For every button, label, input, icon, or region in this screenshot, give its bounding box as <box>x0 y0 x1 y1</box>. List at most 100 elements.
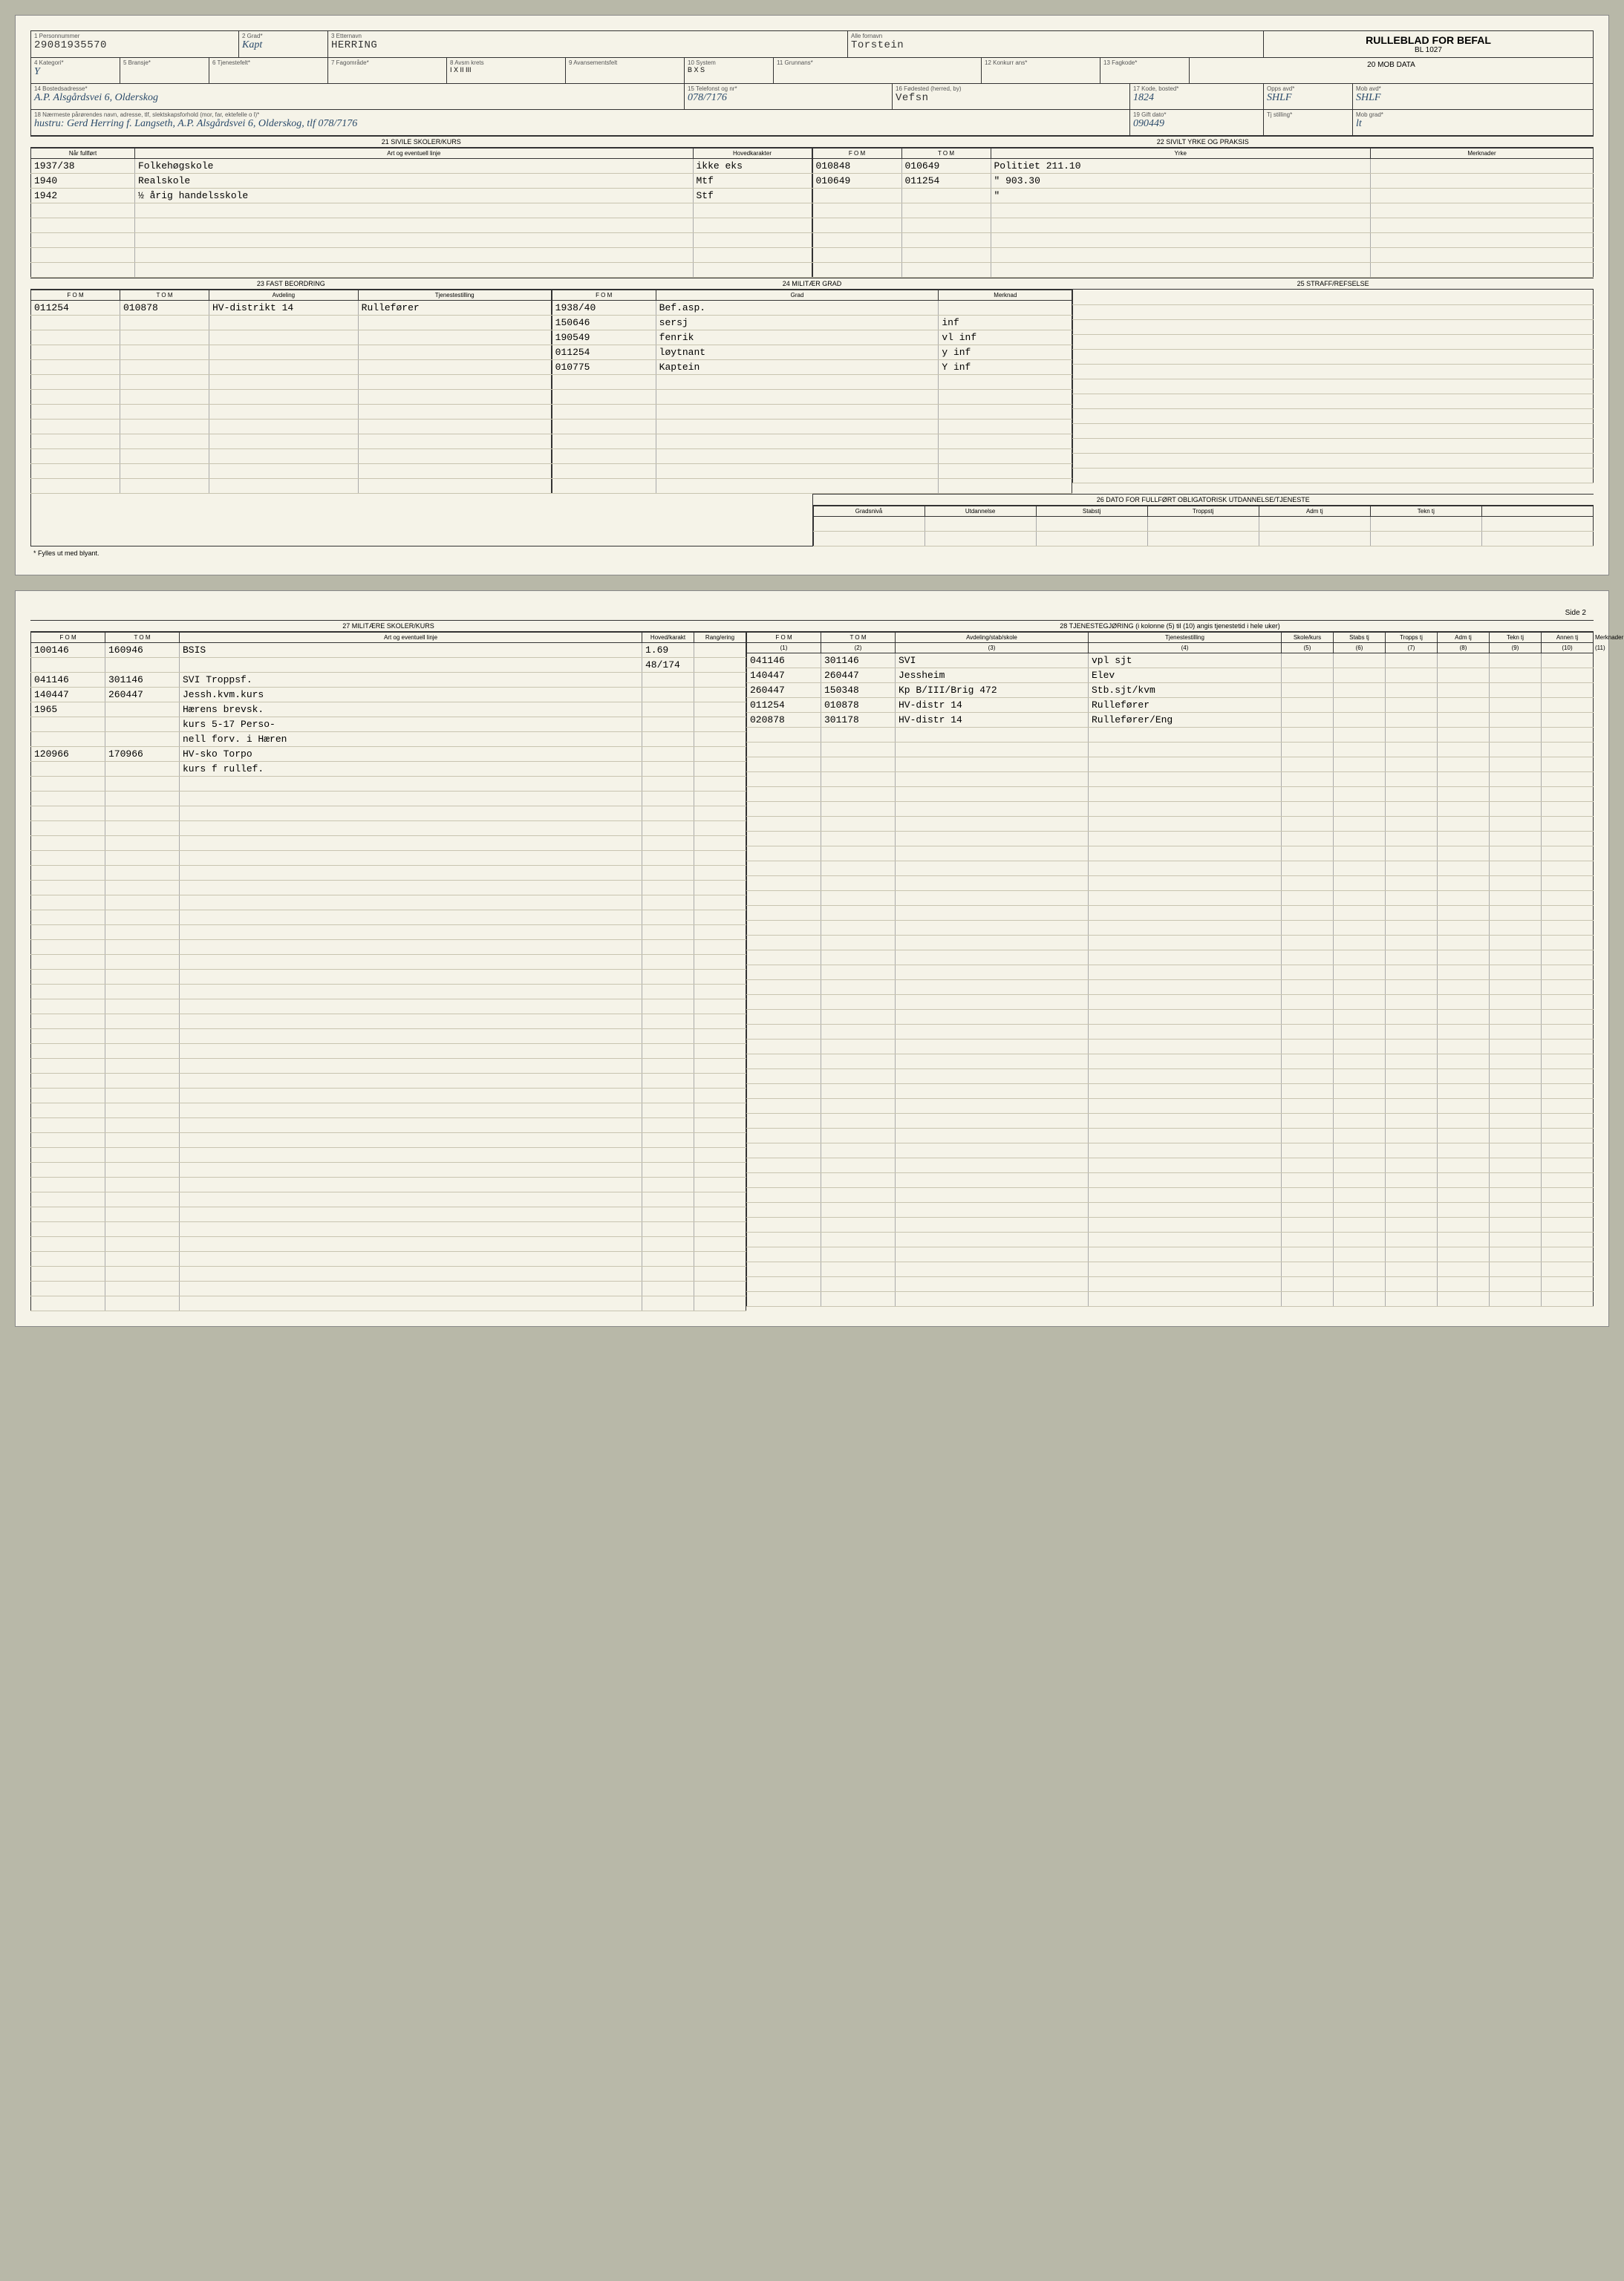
table-cell <box>642 1222 694 1237</box>
table-cell <box>1089 936 1282 950</box>
table-cell: 010878 <box>120 301 209 316</box>
table-cell <box>1370 517 1481 532</box>
table-cell <box>1386 772 1438 787</box>
table-cell <box>1282 1158 1334 1173</box>
table-cell <box>1438 728 1490 743</box>
table-row <box>31 1044 746 1059</box>
table-cell <box>1490 1292 1542 1307</box>
table-cell <box>694 762 746 777</box>
table-cell: 1.69 <box>642 643 694 658</box>
table-cell <box>1089 1069 1282 1084</box>
table-cell <box>642 1267 694 1282</box>
table-cell <box>1282 832 1334 846</box>
table-cell <box>552 434 656 449</box>
table-cell <box>1386 743 1438 757</box>
table-cell: SVI Troppsf. <box>180 673 642 688</box>
table-cell <box>1542 1158 1594 1173</box>
table-cell <box>821 965 896 980</box>
table-cell <box>896 802 1089 817</box>
table-row: 041146301146SVI Troppsf. <box>31 673 746 688</box>
table-cell <box>1438 1040 1490 1054</box>
table-cell <box>1542 757 1594 772</box>
table-cell <box>939 405 1072 420</box>
table-row <box>31 233 812 248</box>
table-cell <box>896 772 1089 787</box>
table-cell <box>821 1069 896 1084</box>
table-cell <box>1542 1233 1594 1247</box>
table-cell <box>1386 1188 1438 1203</box>
table-cell <box>1370 532 1481 546</box>
table-cell: 010848 <box>812 159 901 174</box>
sec28-sh2: (3) <box>896 643 1089 653</box>
table-cell <box>694 1163 746 1178</box>
table-cell: 041146 <box>31 673 105 688</box>
table-cell <box>991 218 1371 233</box>
table-cell <box>31 1118 105 1133</box>
table-row <box>747 891 1594 906</box>
table-row <box>31 777 746 792</box>
f14-label: 14 Bostedsadresse* <box>34 85 681 92</box>
table-row <box>1073 364 1594 379</box>
table-cell <box>1438 802 1490 817</box>
sec28-sh1: (2) <box>821 643 896 653</box>
table-cell <box>105 1014 180 1029</box>
sec23-h0: F O M <box>31 290 120 301</box>
table-cell <box>105 1148 180 1163</box>
table-row: 011254010878HV-distrikt 14Rullefører <box>31 301 552 316</box>
table-cell <box>1438 713 1490 728</box>
table-cell <box>747 1099 821 1114</box>
table-cell <box>1089 906 1282 921</box>
table-cell <box>1490 891 1542 906</box>
table-cell <box>1542 906 1594 921</box>
table-cell <box>694 940 746 955</box>
table-cell <box>642 1059 694 1074</box>
table-row: 1965Hærens brevsk. <box>31 702 746 717</box>
table-cell <box>896 1084 1089 1099</box>
table-cell <box>105 1252 180 1267</box>
table-cell <box>180 1163 642 1178</box>
table-cell <box>1282 1233 1334 1247</box>
sec23-h1: T O M <box>120 290 209 301</box>
table-cell <box>1438 683 1490 698</box>
table-row <box>747 1247 1594 1262</box>
table-cell <box>1282 728 1334 743</box>
table-cell <box>694 1103 746 1118</box>
table-cell <box>1282 1084 1334 1099</box>
table-cell <box>552 464 656 479</box>
table-cell <box>1334 906 1386 921</box>
table-cell <box>1334 891 1386 906</box>
table-cell <box>31 1282 105 1296</box>
table-cell <box>642 1029 694 1044</box>
table-cell <box>1490 1099 1542 1114</box>
table-cell <box>1282 1010 1334 1025</box>
table-cell <box>747 817 821 832</box>
table-cell <box>939 301 1072 316</box>
table-row <box>1073 319 1594 334</box>
table-cell <box>1089 772 1282 787</box>
table-cell <box>1438 846 1490 861</box>
table-cell <box>358 345 551 360</box>
mobgrad-value: lt <box>1356 118 1362 129</box>
table-cell <box>105 1163 180 1178</box>
table-row <box>552 464 1072 479</box>
sec27-table: F O M T O M Art og eventuell linje Hoved… <box>30 632 746 1311</box>
table-cell <box>1542 653 1594 668</box>
table-row <box>31 449 552 464</box>
table-cell <box>1386 1084 1438 1099</box>
table-cell <box>642 1118 694 1133</box>
table-cell <box>642 1207 694 1222</box>
table-cell <box>1089 1084 1282 1099</box>
table-cell <box>694 732 746 747</box>
table-cell <box>896 728 1089 743</box>
table-cell <box>1089 1158 1282 1173</box>
table-cell <box>1282 653 1334 668</box>
table-row <box>812 218 1594 233</box>
f16-value: Vefsn <box>896 92 929 104</box>
table-cell: 010878 <box>821 698 896 713</box>
table-cell: 260447 <box>747 683 821 698</box>
table-cell <box>1542 1188 1594 1203</box>
table-cell <box>1334 1233 1386 1247</box>
f12-label: 12 Konkurr ans* <box>985 59 1097 66</box>
table-cell <box>1282 802 1334 817</box>
table-cell <box>656 405 939 420</box>
